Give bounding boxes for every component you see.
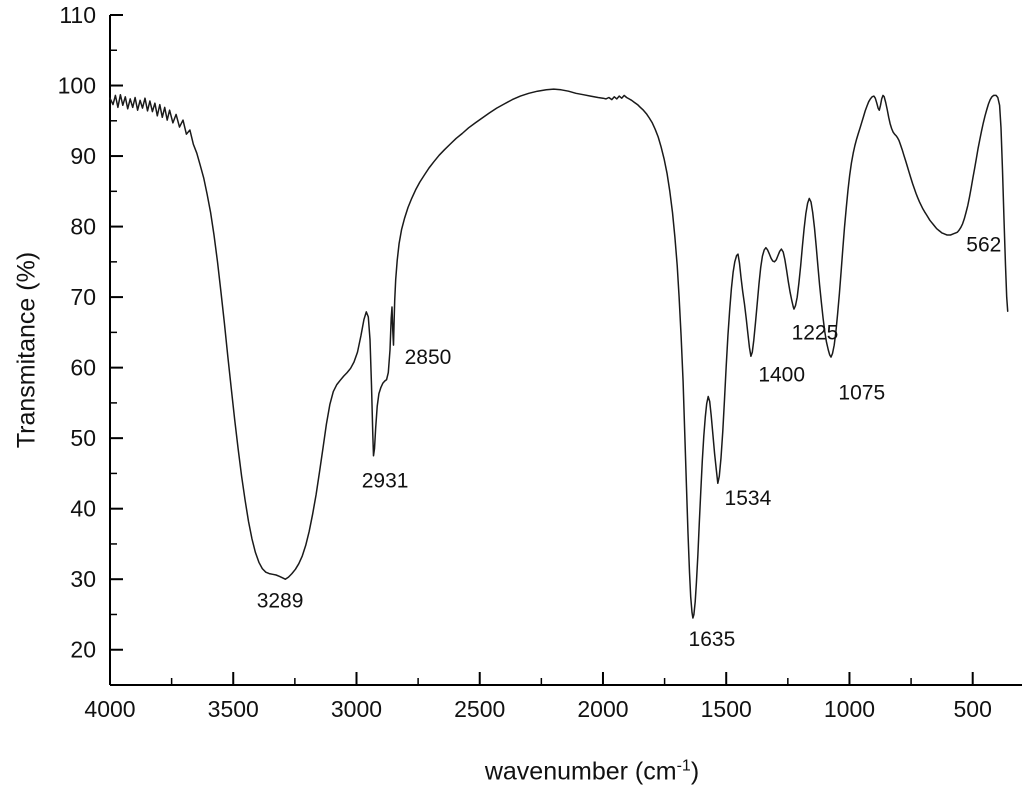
y-tick-label: 70 — [70, 284, 96, 310]
y-axis-label: Transmitance (%) — [12, 251, 41, 449]
tick-labels-group: 4000 3500 3000 2500 2000 1500 1000 500 20 30 40 50 6… — [58, 2, 992, 722]
peak-label: 1225 — [792, 321, 839, 344]
peak-label: 1075 — [838, 381, 885, 404]
y-tick-label: 100 — [58, 73, 96, 99]
y-tick-label: 30 — [70, 566, 96, 592]
peak-label: 2931 — [362, 470, 409, 493]
x-tick-label: 2500 — [454, 696, 505, 722]
x-axis-label: wavenumber (cm-1) — [485, 757, 699, 786]
x-tick-label: 2000 — [577, 696, 628, 722]
y-tick-label: 40 — [70, 496, 96, 522]
y-tick-label: 110 — [59, 2, 96, 28]
x-tick-label: 3000 — [331, 696, 382, 722]
x-axis-label-text: wavenumber (cm — [484, 757, 677, 786]
x-tick-label: 3500 — [208, 696, 259, 722]
y-tick-label: 60 — [70, 355, 96, 381]
peak-label: 562 — [966, 233, 1001, 256]
axes-group — [109, 15, 1022, 686]
peak-label: 3289 — [257, 589, 304, 612]
ticks-group — [109, 14, 974, 686]
y-tick-label: 90 — [70, 143, 96, 169]
x-tick-label: 4000 — [84, 696, 135, 722]
peak-label: 1534 — [725, 487, 772, 510]
y-tick-label: 50 — [70, 425, 96, 451]
peak-label: 1635 — [689, 628, 736, 651]
spectrum-line — [109, 88, 1009, 619]
x-tick-label: 1500 — [701, 696, 752, 722]
peak-label: 2850 — [405, 346, 452, 369]
x-tick-label: 1000 — [824, 696, 875, 722]
y-tick-label: 80 — [70, 214, 96, 240]
y-tick-label: 20 — [70, 637, 96, 663]
x-axis-label-suffix: ) — [690, 757, 700, 786]
annotations-group: 3289 2931 2850 1635 1534 1400 1225 1075 562 — [257, 233, 1002, 651]
x-axis-label-superscript: -1 — [676, 757, 691, 775]
x-tick-label: 500 — [954, 696, 992, 722]
peak-label: 1400 — [758, 364, 805, 387]
spectrum-curve-group — [109, 88, 1009, 619]
